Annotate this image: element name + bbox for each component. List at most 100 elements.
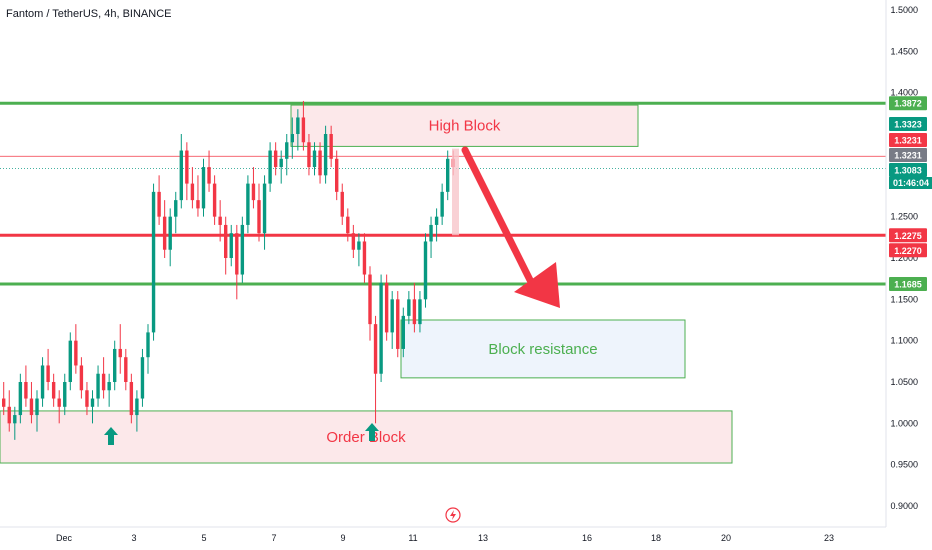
candle-body — [146, 332, 150, 358]
candle-body — [379, 282, 383, 374]
candle-body — [185, 150, 189, 184]
down-arrow-head — [514, 262, 560, 308]
x-tick-label: 9 — [340, 533, 345, 543]
candle-body — [257, 200, 261, 234]
candle-body — [168, 216, 172, 250]
y-tick-label: 1.4500 — [890, 46, 918, 56]
y-tick-label: 1.2000 — [890, 253, 918, 263]
candle-body — [312, 150, 317, 168]
x-tick-label: 18 — [651, 533, 661, 543]
candle-body — [7, 406, 11, 424]
price-badge — [889, 117, 927, 131]
candle-body — [251, 183, 256, 201]
price-badge — [889, 96, 927, 111]
x-tick-label: 11 — [408, 533, 417, 543]
x-tick-label: 23 — [824, 533, 834, 543]
candle-body — [68, 340, 72, 382]
candle-body — [35, 398, 39, 416]
candle-body — [335, 158, 339, 192]
candle-body — [140, 357, 145, 399]
candle-body — [368, 274, 372, 325]
candle-body — [384, 282, 389, 333]
candles-layer — [2, 100, 455, 440]
x-tick-label: 20 — [721, 533, 731, 543]
candle-body — [207, 167, 211, 184]
candle-body — [174, 200, 178, 217]
candle-body — [373, 324, 378, 374]
candle-body — [290, 134, 294, 143]
candle-body — [124, 357, 128, 382]
candle-body — [307, 142, 311, 168]
zone-box — [290, 104, 639, 147]
price-badge-label: 1.1685 — [894, 280, 922, 290]
candle-body — [351, 233, 356, 250]
candle-body — [2, 398, 6, 407]
lightning-glyph — [450, 510, 456, 520]
candle-body — [296, 117, 300, 134]
zones-layer: High Block Block resistance Order Block — [0, 104, 733, 464]
candle-body — [51, 382, 56, 399]
x-tick-label: Dec — [56, 533, 73, 543]
y-tick-label: 1.0500 — [890, 377, 918, 387]
y-tick-label: 1.2500 — [890, 212, 918, 222]
y-tick-label: 1.1000 — [890, 336, 918, 346]
candle-body — [29, 398, 34, 416]
candle-body — [96, 373, 100, 399]
y-tick-label: 0.9000 — [890, 501, 918, 511]
zone-box — [400, 319, 686, 379]
candle-body — [201, 167, 206, 209]
zone-label: High Block — [429, 118, 501, 135]
candle-body — [74, 340, 78, 366]
y-tick-label: 0.9500 — [890, 460, 918, 470]
x-tick-label: 16 — [582, 533, 592, 543]
candle-body — [429, 224, 433, 242]
zone-label: Block resistance — [488, 341, 597, 358]
candle-body — [346, 216, 350, 234]
candle-body — [24, 382, 28, 399]
candle-body — [63, 382, 67, 407]
candle-body — [396, 299, 400, 349]
candle-body — [151, 191, 156, 333]
candle-body — [18, 382, 23, 416]
x-tick-label: 7 — [271, 533, 276, 543]
candle-body — [240, 224, 245, 275]
candle-body — [318, 150, 322, 176]
price-badge — [889, 228, 927, 243]
countdown-badge — [889, 177, 932, 189]
up-arrow-marker — [365, 423, 379, 441]
price-badge-label: 1.2270 — [894, 246, 922, 256]
candle-body — [440, 191, 444, 217]
candle-body — [401, 315, 405, 349]
candle-body — [135, 398, 139, 416]
y-tick-label: 1.1500 — [890, 294, 918, 304]
annotations-layer — [104, 146, 560, 523]
candle-body — [262, 183, 267, 234]
candle-body — [90, 398, 95, 407]
price-badge — [889, 163, 927, 177]
candle-body — [279, 158, 283, 168]
candle-body — [323, 134, 328, 176]
candle-body — [118, 348, 122, 358]
price-axis-bg — [886, 0, 932, 550]
price-badge — [889, 148, 927, 162]
y-tick-label: 1.5000 — [890, 5, 918, 15]
price-badge-label: 1.3231 — [894, 136, 922, 146]
candle-body — [190, 183, 195, 201]
x-tick-label: 13 — [478, 533, 488, 543]
price-badge — [889, 277, 927, 292]
candle-body — [423, 241, 428, 300]
price-badge-label: 1.3083 — [894, 166, 922, 176]
candle-body — [224, 224, 228, 258]
x-tick-label: 5 — [201, 533, 206, 543]
price-badge-label: 1.3323 — [894, 120, 922, 130]
candle-body — [301, 117, 306, 143]
y-tick-label: 1.0000 — [890, 418, 918, 428]
candle-body — [407, 299, 411, 316]
candle-body — [40, 365, 45, 399]
zone-label: Order Block — [326, 429, 406, 446]
candle-body — [418, 299, 422, 325]
candle-body — [446, 158, 450, 192]
candle-body — [57, 398, 61, 407]
candle-body — [218, 216, 222, 225]
